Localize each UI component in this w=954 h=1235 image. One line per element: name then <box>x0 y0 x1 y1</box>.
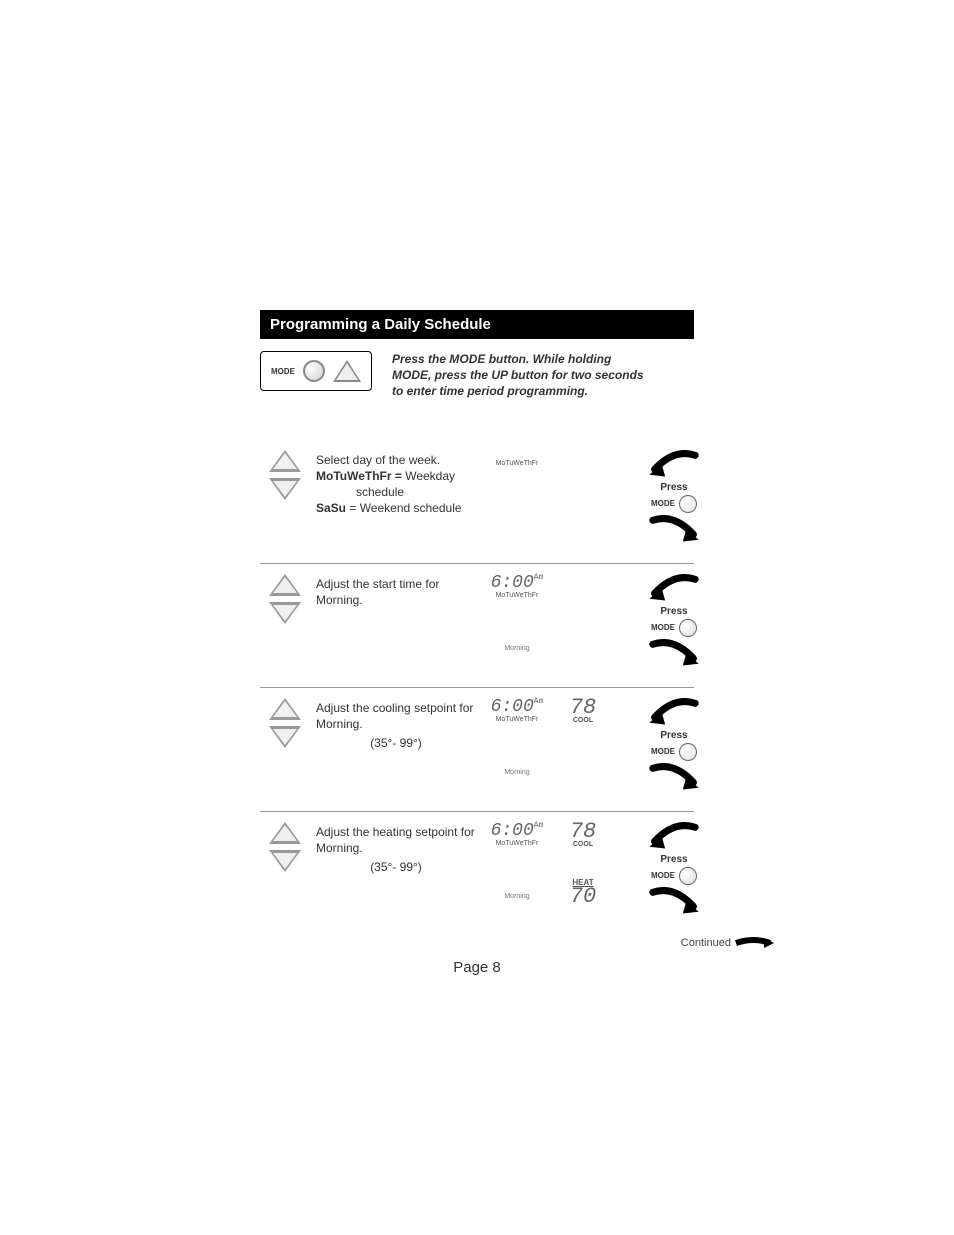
press-label: Press <box>660 854 687 865</box>
step-row: Adjust the start time for Morning. 6:00A… <box>260 564 694 688</box>
mode-button-icon <box>679 495 697 513</box>
mode-button-icon <box>679 619 697 637</box>
mode-button-icon <box>679 743 697 761</box>
up-down-arrows <box>260 574 310 624</box>
down-arrow-icon <box>269 726 301 748</box>
step-text: Adjust the cooling setpoint for Morning.… <box>316 698 476 752</box>
lcd-temp-block: 78COOL <box>558 698 608 725</box>
mode-button-row: MODE <box>651 619 697 637</box>
press-label: Press <box>660 606 687 617</box>
mode-button-label: MODE <box>651 871 675 880</box>
lcd-display: MoTuWeThFr <box>482 450 552 467</box>
lcd-days: MoTuWeThFr <box>482 716 552 723</box>
down-arrow-icon <box>269 850 301 872</box>
up-arrow-icon <box>269 574 301 596</box>
step-text: Select day of the week.MoTuWeThFr = Week… <box>316 450 476 517</box>
mode-button-row: MODE <box>651 743 697 761</box>
mode-button-icon <box>303 360 325 382</box>
page: Programming a Daily Schedule MODE Press … <box>0 0 954 1235</box>
lcd-cool-temp: 78 <box>558 822 608 842</box>
lcd-days: MoTuWeThFr <box>482 460 552 467</box>
step-row: Adjust the cooling setpoint for Morning.… <box>260 688 694 812</box>
up-arrow-icon <box>269 822 301 844</box>
up-down-arrows <box>260 698 310 748</box>
mode-button-label: MODE <box>651 499 675 508</box>
page-number: Page 8 <box>260 959 694 976</box>
lcd-display: 6:00AmMoTuWeThFr Morning <box>482 574 552 652</box>
lcd-display: 6:00AmMoTuWeThFr Morning <box>482 698 552 776</box>
up-arrow-icon <box>269 698 301 720</box>
flow-arrow-icon <box>644 763 704 793</box>
flow-arrow-icon <box>644 515 704 545</box>
intro-row: MODE Press the MODE button. While holdin… <box>260 351 694 400</box>
down-arrow-icon <box>269 602 301 624</box>
up-button-icon <box>333 360 361 382</box>
mode-label: MODE <box>271 367 295 376</box>
continued-label: Continued <box>340 935 774 951</box>
flow-arrow-icon <box>644 639 704 669</box>
mode-button-label: MODE <box>651 747 675 756</box>
flow-column: Press MODE <box>614 574 734 669</box>
step-text: Adjust the heating setpoint for Morning.… <box>316 822 476 876</box>
flow-arrow-icon <box>644 822 704 852</box>
up-down-arrows <box>260 450 310 500</box>
continued-arrow-icon <box>734 935 774 951</box>
mode-button-label: MODE <box>651 623 675 632</box>
step-row: Adjust the heating setpoint for Morning.… <box>260 812 694 935</box>
lcd-days: MoTuWeThFr <box>482 592 552 599</box>
lcd-period: Morning <box>482 645 552 652</box>
flow-arrow-icon <box>644 698 704 728</box>
lcd-temp-block: 78COOLHEAT70 <box>558 822 608 908</box>
step-text: Adjust the start time for Morning. <box>316 574 476 608</box>
lcd-time: 6:00Am <box>482 822 552 840</box>
lcd-period: Morning <box>482 893 552 900</box>
section-header: Programming a Daily Schedule <box>260 310 694 339</box>
flow-column: Press MODE <box>614 450 734 545</box>
press-label: Press <box>660 730 687 741</box>
mode-button-row: MODE <box>651 495 697 513</box>
flow-column: Press MODE <box>614 698 734 793</box>
lcd-display: 6:00AmMoTuWeThFr Morning <box>482 822 552 900</box>
mode-button-row: MODE <box>651 867 697 885</box>
mode-button-icon <box>679 867 697 885</box>
lcd-time: 6:00Am <box>482 698 552 716</box>
mode-button-box: MODE <box>260 351 372 391</box>
flow-column: Press MODE <box>614 822 734 917</box>
up-down-arrows <box>260 822 310 872</box>
lcd-time: 6:00Am <box>482 574 552 592</box>
lcd-cool-label: COOL <box>558 717 608 724</box>
lcd-days: MoTuWeThFr <box>482 840 552 847</box>
press-label: Press <box>660 482 687 493</box>
flow-arrow-icon <box>644 574 704 604</box>
lcd-period: Morning <box>482 769 552 776</box>
lcd-cool-temp: 78 <box>558 698 608 718</box>
step-row: Select day of the week.MoTuWeThFr = Week… <box>260 440 694 564</box>
intro-text: Press the MODE button. While holding MOD… <box>392 351 652 400</box>
lcd-cool-label: COOL <box>558 841 608 848</box>
up-arrow-icon <box>269 450 301 472</box>
flow-arrow-icon <box>644 450 704 480</box>
flow-arrow-icon <box>644 887 704 917</box>
lcd-heat-temp: 70 <box>558 887 608 907</box>
down-arrow-icon <box>269 478 301 500</box>
